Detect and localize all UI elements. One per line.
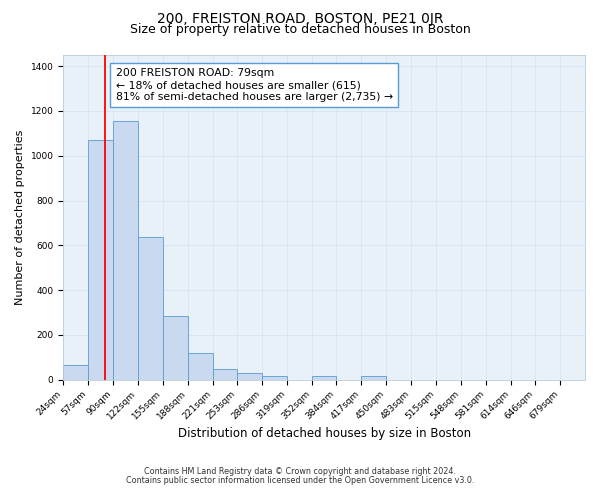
Bar <box>63 365 88 380</box>
Bar <box>237 374 262 380</box>
X-axis label: Distribution of detached houses by size in Boston: Distribution of detached houses by size … <box>178 427 471 440</box>
Bar <box>312 376 336 380</box>
Bar <box>113 121 137 380</box>
Bar <box>212 369 237 380</box>
Text: 200, FREISTON ROAD, BOSTON, PE21 0JR: 200, FREISTON ROAD, BOSTON, PE21 0JR <box>157 12 443 26</box>
Bar <box>361 376 386 380</box>
Text: Size of property relative to detached houses in Boston: Size of property relative to detached ho… <box>130 22 470 36</box>
Text: Contains public sector information licensed under the Open Government Licence v3: Contains public sector information licen… <box>126 476 474 485</box>
Text: Contains HM Land Registry data © Crown copyright and database right 2024.: Contains HM Land Registry data © Crown c… <box>144 467 456 476</box>
Y-axis label: Number of detached properties: Number of detached properties <box>15 130 25 305</box>
Bar <box>137 238 163 380</box>
Bar <box>88 140 113 380</box>
Text: 200 FREISTON ROAD: 79sqm
← 18% of detached houses are smaller (615)
81% of semi-: 200 FREISTON ROAD: 79sqm ← 18% of detach… <box>116 68 393 102</box>
Bar <box>163 316 188 380</box>
Bar <box>188 353 212 380</box>
Bar <box>262 376 287 380</box>
